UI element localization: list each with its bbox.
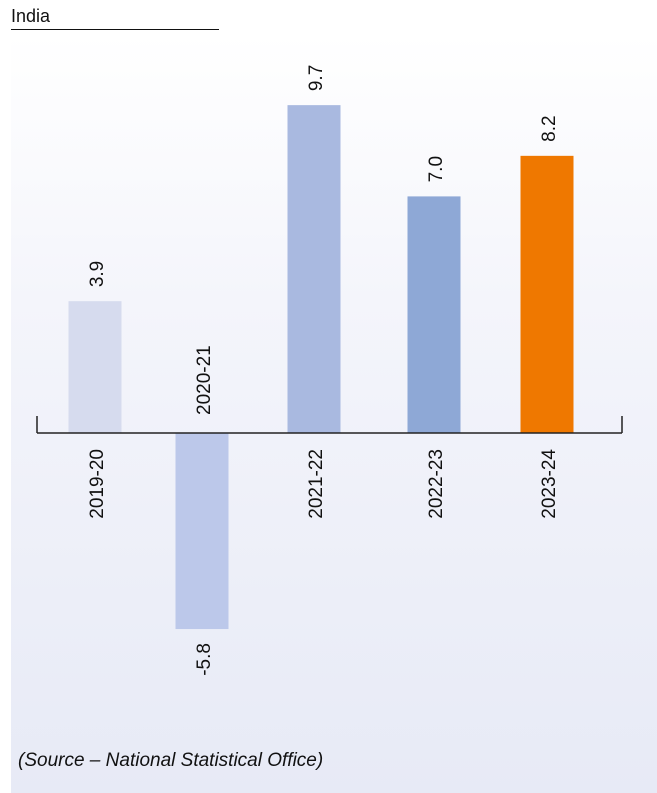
category-label-2022-23: 2022-23 (426, 449, 447, 519)
bar-2021-22 (287, 105, 341, 433)
value-label-2020-21: -5.8 (194, 643, 215, 676)
bar-2019-20 (68, 301, 122, 433)
category-label-2020-21: 2020-21 (194, 345, 215, 415)
category-label-2019-20: 2019-20 (87, 449, 108, 519)
bar-2020-21 (175, 433, 229, 630)
value-label-2023-24: 8.2 (539, 115, 560, 141)
value-label-2021-22: 9.7 (306, 65, 327, 91)
value-label-2019-20: 3.9 (87, 261, 108, 287)
source-note: (Source – National Statistical Office) (18, 750, 324, 771)
bar-2022-23 (407, 196, 461, 433)
category-label-2021-22: 2021-22 (306, 449, 327, 519)
value-label-2022-23: 7.0 (426, 156, 447, 182)
bar-2023-24 (520, 155, 574, 433)
chart-title: India (11, 6, 219, 30)
category-label-2023-24: 2023-24 (539, 449, 560, 519)
